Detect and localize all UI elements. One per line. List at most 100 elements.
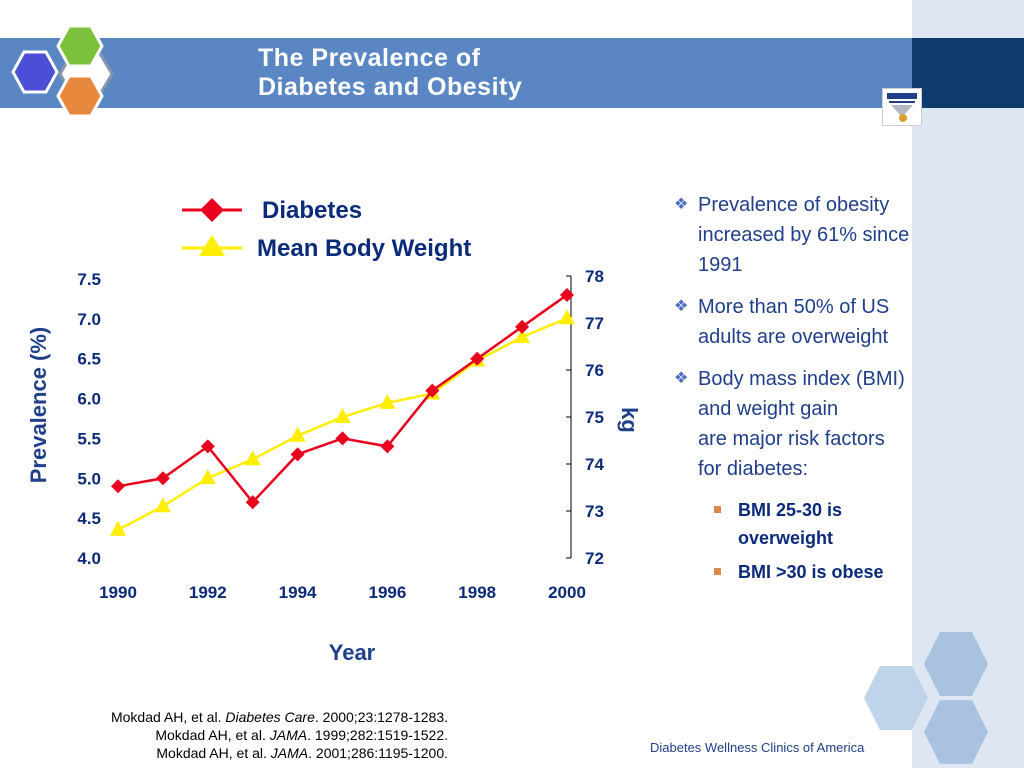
x-axis: 1990 1992 1994 1996 1998 2000 <box>99 583 586 602</box>
x-tick-label: 1998 <box>458 583 496 602</box>
y-axis-left: 4.0 4.5 5.0 5.5 6.0 6.5 7.0 7.5 <box>77 270 101 568</box>
sub-bullet-line: BMI 25-30 is <box>738 500 843 520</box>
hope-logo-icon <box>882 88 922 126</box>
y-tick-label: 5.5 <box>77 429 101 448</box>
y-tick-label: 6.0 <box>77 390 101 409</box>
diabetes-point <box>200 439 215 454</box>
citation-details: . 1999;282:1519-1522. <box>307 727 448 743</box>
sub-bullet-item: BMI 25-30 is overweight <box>714 496 974 552</box>
citation-journal: JAMA <box>270 745 309 761</box>
series-line-0 <box>117 293 568 505</box>
y-tick-label: 4.0 <box>77 549 101 568</box>
bullet-item: ❖ Prevalence of obesity increased by 61% s… <box>674 190 974 280</box>
bullet-diamond-icon: ❖ <box>674 370 689 387</box>
y-tick-label: 5.0 <box>77 469 101 488</box>
citation-details: . 2000;23:1278-1283. <box>314 709 448 725</box>
y-axis-title: Prevalence (%) <box>26 327 51 484</box>
citation-journal: Diabetes Care <box>225 709 315 725</box>
y2-tick-label: 76 <box>585 361 604 380</box>
bullet-item: ❖ More than 50% of US adults are overweigh… <box>674 292 974 352</box>
bullet-list: ❖ Prevalence of obesity increased by 61% s… <box>674 190 974 586</box>
diabetes-point <box>290 447 305 462</box>
header-dark-block <box>912 38 1024 108</box>
citation-line: Mokdad AH, et al. JAMA. 1999;282:1519-15… <box>20 726 448 744</box>
y2-tick-label: 74 <box>585 455 604 474</box>
sub-bullet-line: overweight <box>738 528 834 548</box>
weight-point <box>154 497 171 513</box>
sub-bullet-item: BMI >30 is obese <box>714 558 974 586</box>
diabetes-point <box>335 431 350 446</box>
diabetes-point <box>380 439 395 454</box>
diabetes-point <box>155 471 170 486</box>
bullet-line: Body mass index (BMI) <box>698 368 905 390</box>
square-bullet-icon <box>714 568 721 575</box>
x-axis-title: Year <box>329 640 376 665</box>
bullet-diamond-icon: ❖ <box>674 196 689 213</box>
x-tick-label: 1994 <box>279 583 317 602</box>
diabetes-point <box>470 351 485 366</box>
diabetes-point <box>425 383 440 398</box>
weight-point <box>110 520 126 536</box>
bullet-line: are major risk factors <box>698 428 885 450</box>
citation-author: Mokdad AH, et al. <box>156 745 271 761</box>
y2-tick-label: 73 <box>585 502 604 521</box>
bullet-line: and weight gain <box>698 398 839 420</box>
diabetes-point <box>515 319 530 334</box>
sub-bullet-line: BMI >30 is obese <box>738 562 884 582</box>
chart: Diabetes Mean Body Weight 4.0 4.5 5.0 5.5 6.0… <box>26 197 642 665</box>
diabetes-point <box>111 479 125 494</box>
legend-diamond-icon <box>200 198 224 222</box>
bullet-line: for diabetes: <box>698 458 809 480</box>
diabetes-point <box>560 287 574 302</box>
citation-journal: JAMA <box>269 727 308 743</box>
footer-organization: Diabetes Wellness Clinics of America <box>650 740 865 755</box>
chart-legend: Diabetes Mean Body Weight <box>182 197 471 262</box>
y2-tick-label: 78 <box>585 267 604 286</box>
slide-title: The Prevalence of Diabetes and Obesity <box>258 44 818 102</box>
y-tick-label: 4.5 <box>77 509 101 528</box>
x-tick-label: 1996 <box>368 583 406 602</box>
bullet-line: 1991 <box>698 254 743 276</box>
weight-point <box>514 328 531 344</box>
x-tick-label: 1990 <box>99 583 137 602</box>
citation-line: Mokdad AH, et al. JAMA. 2001;286:1195-12… <box>20 744 448 762</box>
hexagon-logo-icon <box>11 24 114 118</box>
citation-line: Mokdad AH, et al. Diabetes Care. 2000;23… <box>20 708 448 726</box>
diabetes-point <box>245 495 260 510</box>
y2-tick-label: 75 <box>585 408 604 427</box>
bullet-diamond-icon: ❖ <box>674 298 689 315</box>
weight-point <box>379 393 396 409</box>
bullet-item: ❖ Body mass index (BMI) and weight gain are… <box>674 364 974 484</box>
decorative-hexagons-icon <box>864 632 988 764</box>
y-tick-label: 7.5 <box>77 270 101 289</box>
legend-triangle-icon <box>199 235 225 256</box>
title-line-2: Diabetes and Obesity <box>258 73 523 101</box>
x-tick-label: 1992 <box>189 583 227 602</box>
series-line-1 <box>117 317 568 531</box>
header-bar <box>0 38 912 108</box>
citations: Mokdad AH, et al. Diabetes Care. 2000;23… <box>20 708 448 762</box>
citation-details: . 2001;286:1195-1200. <box>308 745 448 761</box>
y2-tick-label: 77 <box>585 314 604 333</box>
y-axis-right: 72 73 74 75 76 77 78 <box>566 267 604 568</box>
weight-point <box>334 408 351 423</box>
y-tick-label: 7.0 <box>77 310 101 329</box>
y-tick-label: 6.5 <box>77 350 101 369</box>
bullet-line: increased by 61% since <box>698 224 910 246</box>
title-line-1: The Prevalence of <box>258 44 481 72</box>
weight-point <box>559 309 575 325</box>
x-tick-label: 2000 <box>548 583 586 602</box>
weight-point <box>289 426 306 442</box>
citation-author: Mokdad AH, et al. <box>110 709 226 725</box>
legend-label: Mean Body Weight <box>257 235 471 262</box>
series-layer <box>110 287 575 536</box>
bullet-line: adults are overweight <box>698 326 889 348</box>
y2-tick-label: 72 <box>585 549 604 568</box>
bullet-line: More than 50% of US <box>698 296 890 318</box>
y2-axis-title: kg <box>617 407 642 433</box>
square-bullet-icon <box>714 506 721 513</box>
weight-point <box>244 450 261 466</box>
weight-point <box>199 469 216 485</box>
legend-label: Diabetes <box>262 197 362 224</box>
citation-author: Mokdad AH, et al. <box>155 727 270 743</box>
